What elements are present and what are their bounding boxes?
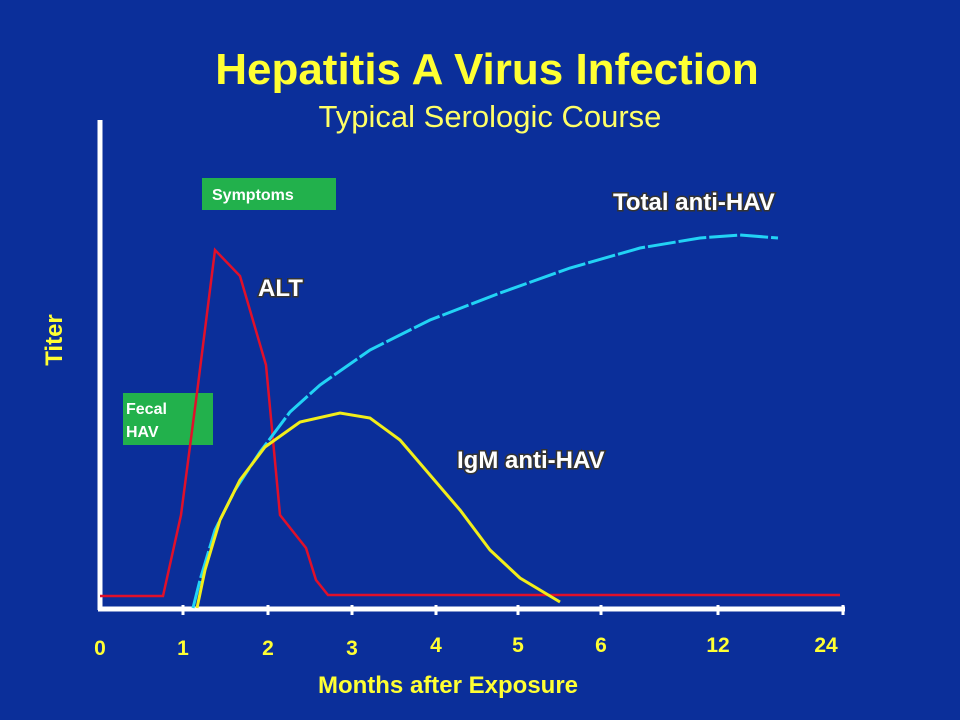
x-tick-label: 24	[814, 634, 838, 657]
x-tick-label: 2	[262, 637, 274, 660]
x-tick-label: 6	[595, 634, 607, 657]
igm-anti-hav-curve	[195, 411, 561, 609]
igm-anti-hav-label: IgM anti-HAV	[457, 447, 605, 474]
fecal-label: HAV	[126, 424, 159, 441]
x-ticks	[181, 605, 845, 615]
x-tick-label: 0	[94, 637, 106, 660]
x-tick-label: 5	[512, 634, 524, 657]
x-tick-label: 4	[430, 634, 442, 657]
y-axis-label: Titer	[41, 314, 68, 366]
subtitle: Typical Serologic Course	[319, 99, 662, 134]
x-tick-label: 3	[346, 637, 358, 660]
x-tick-label: 1	[177, 637, 189, 660]
fecal-box	[123, 393, 213, 445]
x-tick-label: 12	[706, 634, 729, 657]
symptoms-label: Symptoms	[212, 187, 294, 204]
title: Hepatitis A Virus Infection	[215, 45, 759, 94]
x-axis-label: Months after Exposure	[318, 672, 578, 699]
fecal-label: Fecal	[126, 401, 167, 418]
alt-curve	[100, 247, 840, 598]
symptoms-box	[202, 178, 336, 210]
total-anti-hav-label: Total anti-HAV	[613, 189, 775, 216]
alt-label: ALT	[258, 275, 303, 302]
